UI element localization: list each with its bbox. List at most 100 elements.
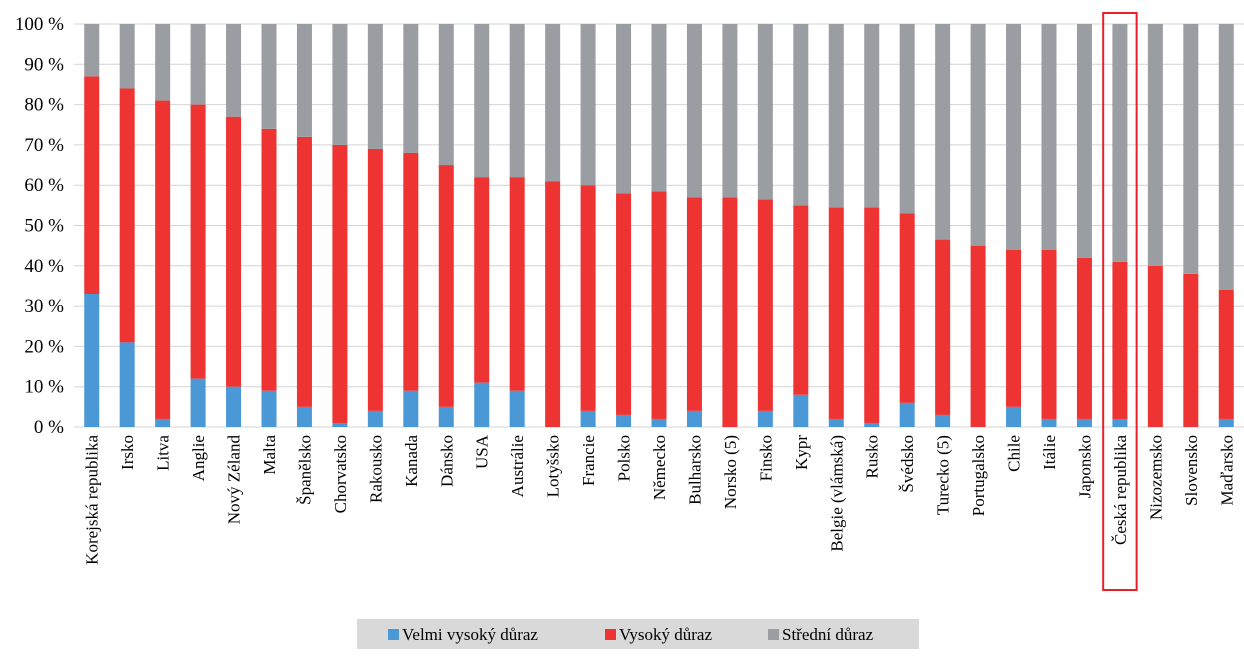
x-category-label: Dánsko [437,435,456,487]
bar-segment [828,207,844,419]
x-category-label: Belgie (vlámská) [827,435,846,552]
x-category-label: Litva [154,435,173,471]
x-category-label: Norsko (5) [721,435,740,509]
bar-segment [1147,24,1163,266]
bar-segment [1006,249,1022,407]
x-category-label: Německo [650,435,669,500]
x-category-label: Česká republika [1111,435,1130,545]
bar-segment [119,88,135,343]
x-axis: Korejská republika Irsko Litva Anglie Nový Z… [83,434,1237,565]
bar-segment [651,418,667,427]
bar-segment [686,24,702,198]
y-axis: 0 % 10 % 20 % 30 % 40 % 50 % 60 % 70 % 80 % 90 % 1… [15,14,64,438]
y-tick-label: 20 % [24,336,64,357]
bar-segment [438,165,454,407]
bar-segment [367,410,383,427]
bar-segment [864,207,880,423]
bar-segment [828,24,844,208]
x-category-label: Rakousko [366,435,385,503]
bar-segment [119,342,135,427]
bar-segment [1041,24,1057,250]
bar-segment [438,24,454,166]
x-category-label: Korejská republika [83,435,102,565]
bar-segment [545,24,561,182]
bar-segment [332,24,348,145]
legend-label: Vysoký důraz [619,625,712,644]
bar-segment [509,177,525,391]
bar-segment [332,144,348,423]
x-category-label: Francie [579,435,598,486]
bar-segment [261,128,277,391]
legend-label: Střední důraz [782,625,874,644]
bar-segment [190,378,206,427]
bar-segment [1112,24,1128,262]
bar-segment [367,148,383,411]
y-tick-label: 0 % [34,417,64,438]
y-tick-label: 70 % [24,135,64,156]
legend: Velmi vysoký důraz Vysoký důraz Střední dů… [357,619,919,649]
bar-segment [1218,289,1234,419]
bar-segment [935,414,951,427]
bar-segment [935,24,951,240]
x-category-label: Anglie [189,435,208,481]
bar-segment [793,394,809,427]
bar-segment [1112,261,1128,419]
bar-segment [474,382,490,427]
y-tick-label: 50 % [24,216,64,237]
legend-background [357,619,919,649]
x-category-label: Austrálie [508,435,527,497]
x-category-label: Japonsko [1075,435,1094,498]
y-tick-label: 90 % [24,54,64,75]
bar-segment [332,422,348,427]
bar-segment [616,24,632,194]
x-category-label: Maďarsko [1217,435,1236,505]
y-tick-label: 80 % [24,95,64,116]
bar-segment [509,390,525,427]
x-category-label: Polsko [615,435,634,481]
bar-segment [1006,406,1022,427]
bar-segment [1112,418,1128,427]
bar-segment [296,136,312,407]
bar-segment [757,410,773,427]
bar-segment [509,24,525,178]
x-category-label: Irsko [118,435,137,470]
legend-swatch [605,629,616,640]
bar-segment [438,406,454,427]
bar-segment [899,402,915,427]
x-category-label: Finsko [756,435,775,481]
x-category-label: Kanada [402,435,421,487]
bar-segment [686,410,702,427]
y-tick-label: 60 % [24,175,64,196]
x-category-label: Chile [1005,435,1024,472]
bar-segment [580,410,596,427]
legend-swatch [768,629,779,640]
bar-segment [899,213,915,403]
x-category-label: Itálie [1040,435,1059,470]
bars [84,24,1234,427]
bar-segment [226,116,242,387]
legend-swatch [388,629,399,640]
bar-segment [261,24,277,129]
bar-segment [1183,24,1199,274]
bar-segment [686,197,702,411]
x-category-label: Lotyšsko [544,435,563,497]
bar-segment [474,24,490,178]
x-category-label: Bulharsko [685,435,704,505]
bar-segment [722,197,738,427]
bar-segment [155,24,171,101]
bar-segment [722,24,738,198]
bar-segment [1147,265,1163,427]
x-category-label: Rusko [863,435,882,478]
x-category-label: Španělsko [295,435,314,505]
bar-segment [296,406,312,427]
legend-label: Velmi vysoký důraz [402,625,538,644]
bar-segment [403,24,419,153]
bar-segment [580,24,596,186]
bar-segment [261,390,277,427]
y-tick-label: 10 % [24,377,64,398]
bar-segment [793,205,809,395]
bar-segment [84,24,100,77]
highlight [1102,12,1138,591]
